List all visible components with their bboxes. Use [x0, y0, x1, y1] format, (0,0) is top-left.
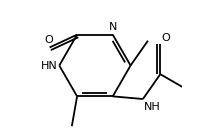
Text: N: N [109, 22, 117, 32]
Text: O: O [44, 36, 53, 45]
Text: NH: NH [144, 102, 161, 112]
Text: O: O [162, 33, 170, 43]
Text: HN: HN [41, 61, 57, 70]
